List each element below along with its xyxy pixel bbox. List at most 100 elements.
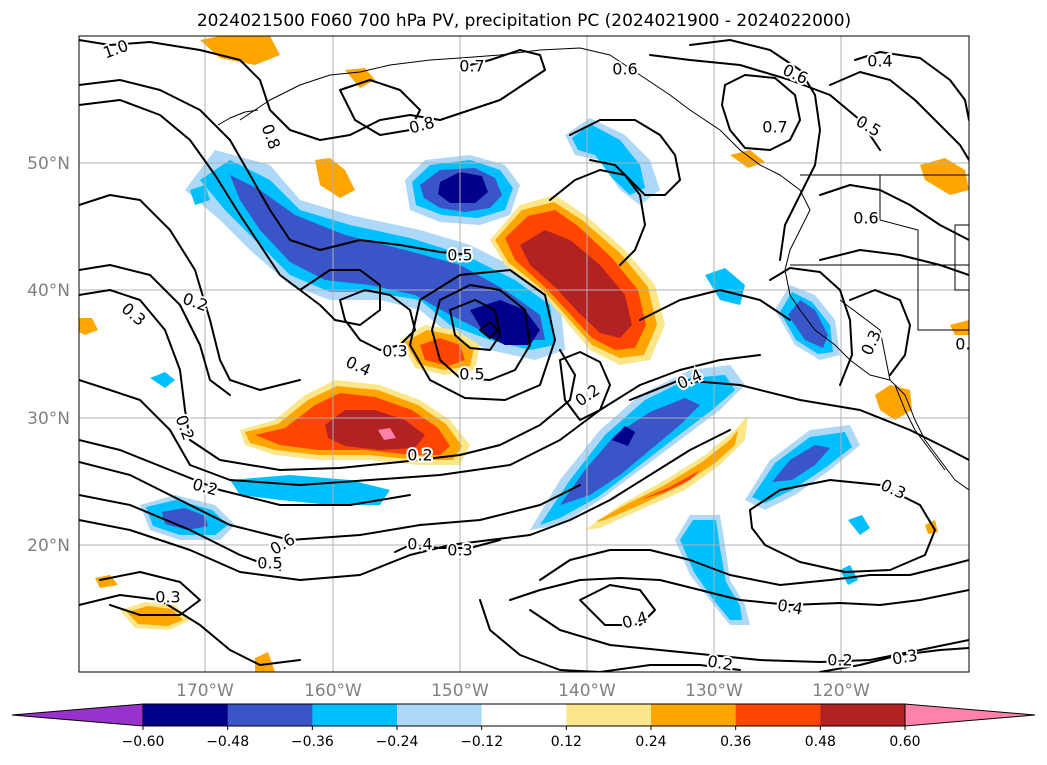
contour-label-layer: 1.00.7 0.6 0.6 0.40.50.70.8 0.80.60.50.20.30…	[98, 36, 980, 672]
contour-17	[431, 284, 531, 381]
contour-11	[79, 429, 731, 581]
colorbar-tick-label: 0.36	[720, 734, 751, 750]
colorbar-bin-9	[820, 704, 906, 726]
contour-43	[394, 539, 501, 553]
pc-shading	[79, 36, 969, 672]
pc-pos-center-deep	[520, 230, 632, 338]
contour-37	[509, 577, 969, 606]
contour-label-pv-0.5-south-west: 0.5	[257, 554, 282, 573]
contour-label-pv-0.6-coast: 0.6	[853, 209, 878, 228]
pv-contours	[79, 39, 969, 672]
contour-15	[339, 289, 416, 351]
contour-14	[299, 269, 381, 326]
contour-40	[479, 599, 601, 672]
colorbar-bin-3	[312, 704, 398, 726]
contour-6	[79, 289, 576, 471]
colorbar-bin-4	[397, 704, 483, 726]
contour-label-pv-0.2-center: 0.2	[407, 446, 432, 465]
contour-30	[849, 289, 911, 376]
colorbar-tick-label: −0.24	[376, 734, 419, 750]
contour-4	[79, 194, 301, 391]
us-states-3	[839, 299, 891, 381]
contour-41	[599, 664, 741, 672]
pc-pos-e-1	[875, 385, 912, 420]
contour-32	[559, 351, 611, 421]
colorbar-extend-max	[904, 703, 1036, 727]
baja-coast	[894, 384, 946, 471]
map-frame	[78, 35, 970, 673]
alaska-coast	[239, 47, 721, 131]
us-west-coast	[784, 269, 969, 491]
contour-3	[79, 99, 301, 291]
pc-neg-small-3	[848, 515, 870, 535]
pc-pos-southwest-deep	[325, 410, 425, 450]
pc-pos-north-2	[315, 158, 355, 198]
contour-16	[449, 299, 501, 351]
colorbar: −0.60 −0.48 −0.36 −0.24 −0.12 0.12 0.24 0.36 0.4…	[11, 703, 1036, 750]
contour-label-pv-0.2-bottom: 0.2	[827, 651, 852, 670]
map-title: 2024021500 F060 700 hPa PV, precipitatio…	[197, 11, 851, 31]
contour-8	[79, 439, 411, 506]
contour-label-pv-0.2-bottom-east: 0.2	[955, 335, 980, 354]
pc-neg-band-west-core	[230, 175, 545, 340]
lat-label-30n: 30°N	[27, 409, 70, 429]
lon-label-140w: 140°W	[558, 681, 616, 701]
colorbar-frame	[142, 703, 906, 727]
colorbar-bin-1	[143, 704, 229, 726]
contour-34	[629, 379, 969, 461]
colorbar-tick-label: −0.36	[291, 734, 334, 750]
contour-label-pv-0.7-north: 0.7	[459, 57, 484, 76]
lat-label-40n: 40°N	[27, 281, 70, 301]
lon-label-150w: 150°W	[431, 681, 489, 701]
contour-22	[549, 169, 646, 266]
contour-27	[829, 71, 969, 161]
pc-neg-small-1	[150, 372, 175, 388]
pc-neg-small-4	[840, 565, 858, 585]
pc-neg-diag-center-core	[560, 398, 700, 505]
contour-24	[689, 39, 821, 261]
colorbar-tick-label: 0.12	[551, 734, 582, 750]
colorbar-bin-5	[481, 704, 567, 726]
coastlines	[217, 47, 969, 491]
contour-19	[479, 321, 499, 339]
lat-label-50n: 50°N	[27, 154, 70, 174]
colorbar-bin-6	[566, 704, 652, 726]
map-area: 1.00.7 0.6 0.6 0.40.50.70.8 0.80.60.50.20.30…	[79, 36, 980, 672]
contour-2	[79, 79, 471, 256]
contour-label-pv-0.3-south: 0.3	[155, 588, 180, 607]
bc-coast	[719, 129, 811, 271]
lat-axis: 50°N 40°N 30°N 20°N	[27, 154, 70, 556]
contour-35	[749, 479, 936, 573]
pc-neg-east-core	[772, 445, 830, 482]
pc-pos-center-small-red	[420, 338, 465, 366]
contour-label-pv-0.5-south: 0.5	[459, 365, 484, 384]
colorbar-bin-8	[735, 704, 821, 726]
contour-1	[79, 39, 546, 141]
contour-label-pv-0.4-south: 0.4	[407, 535, 432, 554]
contour-label-pv-0.7-east: 0.7	[762, 118, 787, 137]
contour-5	[79, 264, 231, 396]
contour-12	[99, 571, 201, 616]
graticule	[79, 36, 969, 672]
contour-10	[79, 494, 281, 571]
contour-label-pv-0.3-lower: 0.3	[447, 541, 472, 560]
contour-38	[529, 609, 969, 663]
contour-39	[579, 584, 656, 626]
colorbar-bin-7	[651, 704, 737, 726]
us-states-4	[954, 224, 969, 291]
contour-20	[339, 79, 421, 136]
contour-label-pv-0.5-center: 0.5	[447, 246, 472, 265]
colorbar-extend-min	[11, 703, 144, 727]
lon-axis: 170°W 160°W 150°W 140°W 130°W 120°W	[176, 681, 870, 701]
contour-9	[79, 461, 581, 541]
lon-label-170w: 170°W	[176, 681, 234, 701]
pc-neg-small-2	[705, 268, 745, 305]
contour-36	[539, 549, 969, 586]
contour-18	[409, 269, 556, 401]
contour-25	[649, 54, 881, 151]
aleutian-islands	[217, 109, 259, 126]
lon-label-130w: 130°W	[685, 681, 743, 701]
contour-label-pv-0.4-northeast: 0.4	[867, 52, 892, 71]
colorbar-tick-label: 0.24	[635, 734, 666, 750]
